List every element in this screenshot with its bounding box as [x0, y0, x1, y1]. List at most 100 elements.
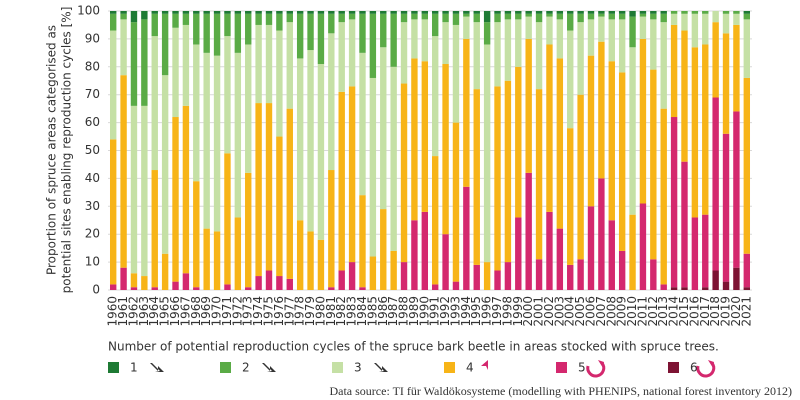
bar-segment	[151, 11, 158, 14]
x-tick-label: 1975	[262, 296, 276, 327]
bar-segment	[660, 13, 667, 23]
bar-segment	[172, 11, 179, 14]
bar-segment	[587, 206, 595, 290]
bar-segment	[452, 11, 460, 14]
arrow-icon	[476, 360, 488, 376]
bar-segment	[390, 66, 397, 251]
bar-segment	[670, 117, 678, 288]
bar-segment	[421, 211, 429, 290]
bar-segment	[567, 13, 574, 31]
bar-segment	[733, 111, 740, 268]
bar-segment	[400, 83, 408, 263]
x-tick-label: 2000	[521, 296, 535, 327]
bar-segment	[567, 128, 574, 265]
bar-segment	[172, 117, 179, 282]
bar-segment	[463, 11, 470, 14]
y-tick-label: 50	[85, 143, 100, 157]
bar-segment	[629, 16, 636, 48]
x-tick-label: 1976	[272, 296, 286, 327]
bar-segment	[400, 13, 408, 23]
bar-segment	[380, 11, 387, 14]
bar-segment	[442, 234, 449, 290]
bar-segment	[400, 22, 408, 84]
bar-segment	[421, 13, 429, 20]
x-tick-label: 1970	[210, 296, 224, 327]
bar-segment	[567, 11, 574, 14]
bar-segment	[577, 94, 584, 260]
x-tick-label: 1974	[251, 296, 265, 327]
bar-segment	[338, 91, 345, 271]
bar-segment	[515, 19, 522, 67]
bar-segment	[587, 55, 595, 207]
arrow-icon	[374, 363, 388, 372]
bar-segment	[369, 256, 377, 290]
bar-segment	[120, 13, 127, 20]
bar-segment	[255, 13, 262, 25]
bar-segment	[411, 11, 418, 14]
bar-segment	[483, 44, 491, 263]
y-tick-label: 20	[85, 227, 100, 241]
x-tick-label: 1966	[168, 296, 182, 327]
bar-segment	[431, 13, 439, 37]
bar-segment	[712, 22, 719, 98]
x-tick-label: 2001	[532, 296, 546, 327]
bar-segment	[338, 11, 345, 14]
bar-segment	[193, 181, 200, 288]
bar-segment	[328, 13, 335, 34]
bar-segment	[161, 75, 169, 254]
bar-segment	[722, 33, 730, 134]
bar-segment	[598, 13, 605, 17]
x-tick-label: 2009	[615, 296, 629, 327]
x-tick-label: 1999	[511, 296, 525, 327]
bar-segment	[380, 209, 387, 290]
bar-segment	[660, 11, 667, 14]
bar-segment	[390, 11, 397, 14]
bar-segment	[743, 11, 751, 14]
x-tick-label: 1978	[293, 296, 307, 327]
bar-segment	[608, 19, 615, 62]
x-tick-label: 1998	[500, 296, 514, 327]
x-tick-label: 2002	[542, 296, 556, 327]
bar-segment	[213, 11, 221, 14]
bar-segment	[494, 22, 501, 87]
bar-segment	[276, 30, 283, 137]
x-tick-label: 1983	[345, 296, 359, 327]
bar-segment	[245, 172, 252, 288]
bar-segment	[182, 105, 190, 274]
bar-segment	[702, 13, 709, 45]
cycle-icon	[586, 362, 606, 378]
bar-segment	[224, 13, 231, 37]
bar-segment	[109, 30, 117, 140]
bar-segment	[535, 259, 543, 290]
cycle-icon	[598, 360, 604, 368]
y-axis-label: potential sites enabling reproduction cy…	[60, 7, 74, 294]
x-tick-label: 1990	[417, 296, 431, 327]
x-tick-label: 1991	[428, 296, 442, 327]
bar-segment	[348, 86, 356, 263]
bar-segment	[151, 13, 158, 37]
bar-segment	[702, 11, 709, 14]
bar-segment	[546, 16, 553, 45]
bar-segment	[639, 38, 647, 204]
bar-segment	[556, 13, 564, 20]
x-tick-label: 2004	[563, 296, 577, 327]
bar-segment	[473, 11, 480, 14]
bar-segment	[639, 16, 647, 39]
bar-segment	[483, 262, 491, 290]
bar-segment	[494, 86, 501, 271]
x-tick-label: 1995	[469, 296, 483, 327]
bar-segment	[660, 284, 667, 290]
bar-segment	[743, 19, 751, 78]
x-tick-label: 1963	[137, 296, 151, 327]
y-tick-label: 100	[77, 4, 100, 18]
bar-segment	[213, 55, 221, 232]
bar-segment	[618, 13, 626, 20]
legend-swatch	[668, 362, 679, 373]
bar-segment	[130, 11, 138, 23]
bar-segment	[245, 287, 252, 290]
bar-segment	[525, 13, 532, 17]
bar-segment	[691, 47, 699, 218]
legend-swatch	[108, 362, 119, 373]
bar-segment	[203, 52, 210, 229]
x-axis-label: Number of potential reproduction cycles …	[108, 340, 719, 354]
